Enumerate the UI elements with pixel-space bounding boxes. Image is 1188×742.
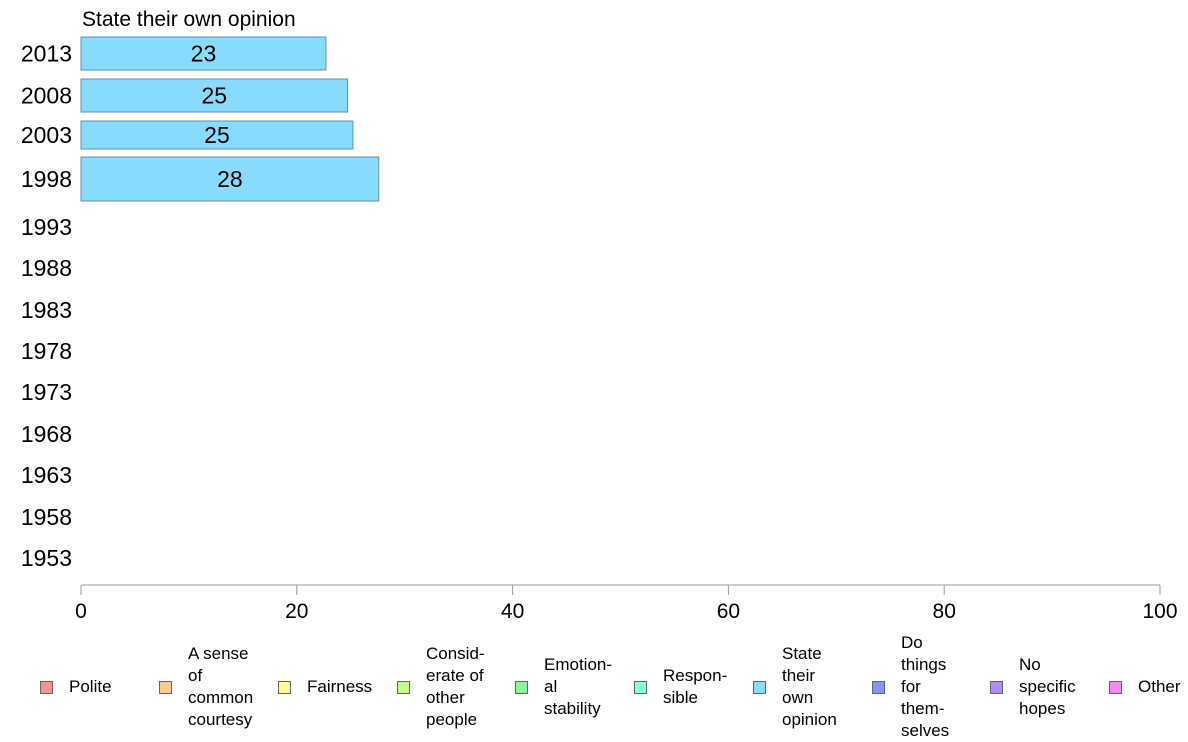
y-tick-label: 1968	[21, 421, 72, 447]
legend-label: Fairness	[307, 677, 373, 696]
bar	[80, 36, 327, 71]
chart-title: State their own opinion	[82, 8, 296, 31]
bar	[80, 78, 349, 113]
legend-swatch	[159, 681, 172, 694]
legend-label: Emotion- al stability	[544, 655, 613, 718]
y-tick-label: 1978	[21, 338, 72, 364]
legend-label: Other	[1138, 677, 1181, 696]
data-label: 25	[201, 83, 227, 109]
legend: Polite A sense of common courtesy Fairness…	[0, 630, 1188, 740]
legend-swatch	[872, 681, 885, 694]
legend-swatch	[753, 681, 766, 694]
data-label: 23	[191, 41, 217, 67]
legend-swatch	[634, 681, 647, 694]
legend-swatch	[990, 681, 1003, 694]
x-tick-label: 80	[933, 600, 956, 623]
legend-swatch	[278, 681, 291, 694]
y-tick-label: 1993	[21, 214, 72, 240]
legend-label: Polite	[69, 677, 112, 696]
legend-swatch	[515, 681, 528, 694]
legend-label: Do things for them- selves	[901, 633, 950, 740]
legend-label: State their own opinion	[782, 644, 837, 729]
legend-label: No specific hopes	[1019, 655, 1076, 718]
y-tick-label: 2013	[21, 41, 72, 67]
y-tick-label: 1983	[21, 297, 72, 323]
legend-label: Respon- sible	[663, 666, 728, 707]
legend-label: Consid- erate of other people	[426, 644, 485, 729]
x-tick-label: 0	[75, 600, 87, 623]
y-tick-label: 1953	[21, 545, 72, 571]
y-tick-label: 1958	[21, 504, 72, 530]
data-label: 25	[204, 122, 230, 148]
y-tick-label: 1988	[21, 255, 72, 281]
x-tick-label: 40	[501, 600, 524, 623]
legend-swatch	[1109, 681, 1122, 694]
y-tick-label: 2003	[21, 122, 72, 148]
x-tick-label: 60	[717, 600, 740, 623]
bar	[80, 156, 380, 202]
legend-swatch	[397, 681, 410, 694]
data-label: 28	[217, 166, 243, 192]
y-tick-label: 1998	[21, 166, 72, 192]
y-tick-label: 2008	[21, 83, 72, 109]
legend-swatch	[40, 681, 53, 694]
y-tick-label: 1963	[21, 462, 72, 488]
x-tick-label: 20	[285, 600, 308, 623]
bar	[80, 120, 354, 150]
y-tick-label: 1973	[21, 379, 72, 405]
x-tick-label: 100	[1142, 600, 1177, 623]
legend-label: A sense of common courtesy	[188, 644, 254, 729]
